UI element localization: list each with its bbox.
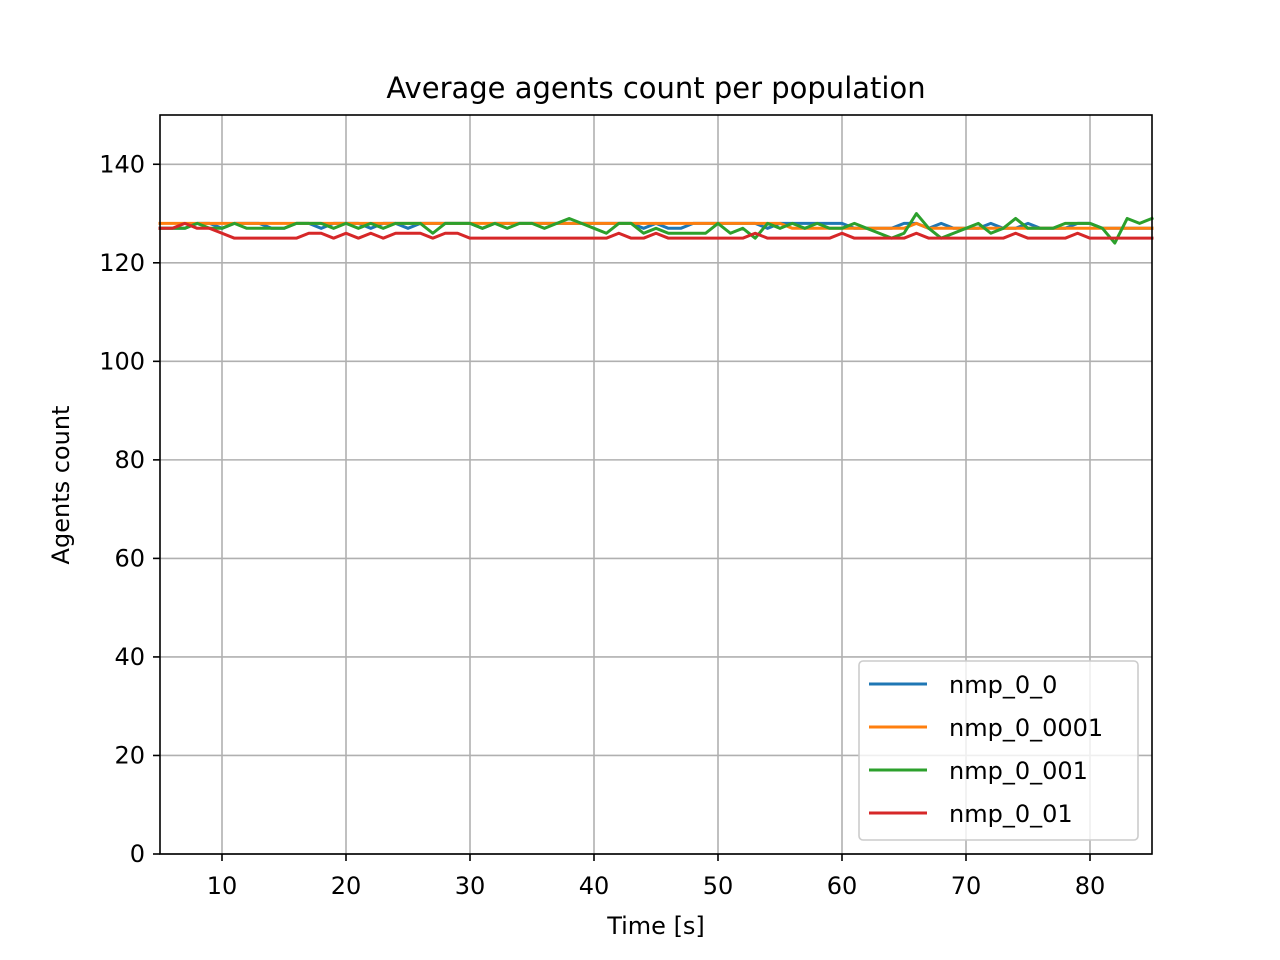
- y-tick-label: 40: [114, 643, 145, 671]
- y-axis-label: Agents count: [47, 406, 75, 565]
- y-tick-label: 0: [130, 840, 145, 868]
- x-tick-label: 40: [579, 872, 610, 900]
- legend-item: nmp_0_01: [869, 800, 1073, 828]
- x-tick-label: 30: [455, 872, 486, 900]
- legend-label: nmp_0_01: [949, 800, 1073, 828]
- y-tick-label: 60: [114, 544, 145, 572]
- ticks: 10 20 30 40 50 60 70 80 0 20 40 60 80 100 120 140: [99, 150, 1105, 900]
- series-line-nmp-0-001: [158, 212, 1154, 245]
- legend-item: nmp_0_0001: [869, 714, 1103, 742]
- x-axis-label: Time [s]: [606, 912, 705, 940]
- x-tick-label: 80: [1075, 872, 1106, 900]
- series-line-nmp-0-01: [158, 221, 1154, 240]
- x-tick-label: 50: [703, 872, 734, 900]
- x-tick-label: 60: [827, 872, 858, 900]
- y-tick-label: 140: [99, 150, 145, 178]
- legend-label: nmp_0_0001: [949, 714, 1103, 742]
- legend-box: [858, 660, 1139, 841]
- legend: nmp_0_0 nmp_0_0001 nmp_0_001 nmp_0_01: [858, 660, 1139, 841]
- legend-item: nmp_0_0: [869, 671, 1057, 699]
- x-tick-label: 70: [951, 872, 982, 900]
- y-tick-label: 20: [114, 741, 145, 769]
- chart-title: Average agents count per population: [386, 71, 925, 105]
- legend-item: nmp_0_001: [869, 757, 1088, 785]
- y-tick-label: 80: [114, 446, 145, 474]
- plot-frame: [159, 114, 1153, 855]
- x-tick-label: 10: [207, 872, 238, 900]
- series-layer: [158, 212, 1154, 245]
- legend-label: nmp_0_001: [949, 757, 1088, 785]
- x-tick-label: 20: [331, 872, 362, 900]
- y-tick-label: 120: [99, 249, 145, 277]
- legend-label: nmp_0_0: [949, 671, 1057, 699]
- y-tick-label: 100: [99, 347, 145, 375]
